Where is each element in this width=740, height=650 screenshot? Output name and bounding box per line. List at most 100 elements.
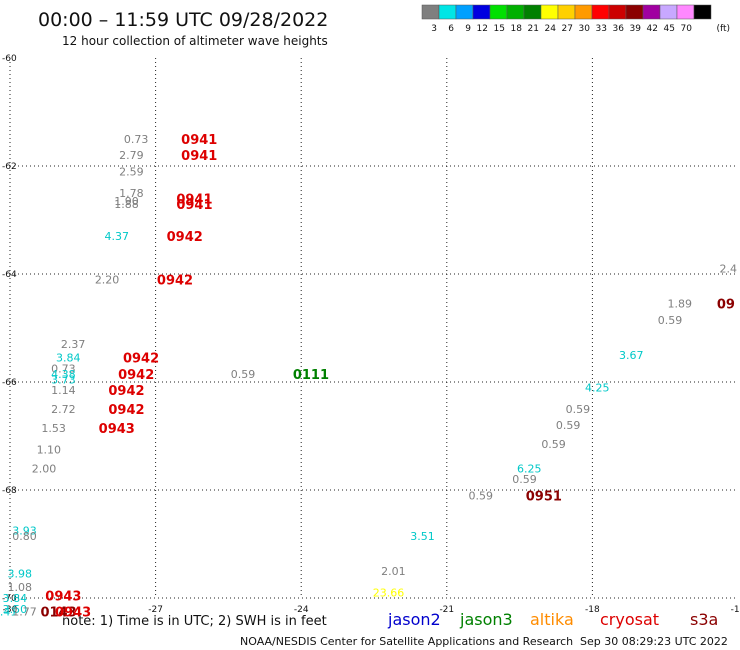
swh-value: 1.88 [114, 198, 139, 211]
legend-swatch [421, 4, 440, 20]
y-tick-label: -70 [2, 594, 17, 604]
legend-swatch [472, 4, 491, 20]
swh-value: 23.66 [373, 587, 405, 600]
chart-title: 00:00 – 11:59 UTC 09/28/2022 [38, 9, 328, 31]
legend-label: 9 [465, 24, 471, 34]
pass-time-label: 0143 [40, 606, 76, 621]
legend-swatch [523, 4, 542, 20]
swh-value: 3.51 [410, 530, 435, 543]
pass-time-label: 0943 [99, 422, 135, 437]
grid [9, 58, 738, 599]
legend-label: 3 [431, 24, 437, 34]
legend-label: 39 [630, 24, 642, 34]
legend-swatch [557, 4, 576, 20]
pass-time-label: 0942 [157, 273, 193, 288]
swh-value: 1.77 [12, 606, 37, 619]
swh-value: 4.37 [105, 230, 130, 243]
data-points: 0.732.792.591.781.901.884.372.202.373.84… [0, 133, 737, 621]
swh-value: 1.14 [51, 384, 76, 397]
pass-time-label: 0942 [167, 230, 203, 245]
swh-value: 4.25 [585, 381, 610, 394]
swh-value: 0.73 [124, 133, 149, 146]
swh-value: 1.08 [7, 581, 32, 594]
swh-value: 3.93 [12, 525, 37, 538]
legend-swatch [574, 4, 593, 20]
pass-time-label: 0942 [108, 384, 144, 399]
color-legend: 3 6 9 12 15 18 21 24 27 30 33 36 39 42 45 70 (ft) [421, 4, 730, 34]
legend-label: 6 [448, 24, 454, 34]
legend-label: 36 [613, 24, 625, 34]
swh-value: 3.98 [7, 568, 32, 581]
satellite-s3a: s3a [690, 610, 718, 629]
pass-time-label: 0941 [181, 149, 217, 164]
legend-label: 27 [562, 24, 573, 34]
swh-value: 0.59 [231, 368, 256, 381]
y-tick-label: -62 [2, 162, 17, 172]
legend-swatch [506, 4, 525, 20]
legend-swatch [659, 4, 678, 20]
x-tick-label: -30 [3, 605, 18, 615]
pass-time-label: 0111 [293, 368, 329, 383]
swh-value: 0.73 [51, 363, 76, 376]
swh-value: 0.59 [556, 419, 581, 432]
swh-value: 3.84 [56, 352, 81, 365]
y-tick-label: -60 [2, 54, 17, 64]
legend-swatch [693, 4, 712, 20]
legend-swatch [642, 4, 661, 20]
x-tick-label: -18 [585, 605, 600, 615]
legend-label: 45 [664, 24, 675, 34]
legend-label: 15 [494, 24, 505, 34]
swh-value: 3.50 [3, 603, 28, 616]
swh-value: 1.53 [41, 422, 66, 435]
satellite-jason2: jason2 [387, 610, 441, 629]
swh-value: 2.72 [51, 403, 76, 416]
legend-label: 30 [579, 24, 591, 34]
pass-time-label: 0942 [123, 352, 159, 367]
swh-value: 0.59 [658, 314, 683, 327]
pass-time-label: 0942 [118, 368, 154, 383]
legend-swatch [676, 4, 695, 20]
satellite-cryosat: cryosat [600, 610, 659, 629]
pass-time-label: 0943 [45, 589, 81, 604]
swh-value: 2.20 [95, 273, 120, 286]
legend-label: 12 [477, 24, 488, 34]
axis-ticks: -30 -27 -24 -21 -18 -15 -60 -62 -64 -66 -68 -70 [2, 54, 740, 615]
legend-label: 24 [545, 24, 557, 34]
x-tick-label: -21 [439, 605, 454, 615]
footer-timestamp: Sep 30 08:29:23 UTC 2022 [580, 635, 728, 648]
legend-swatch [608, 4, 627, 20]
x-tick-label: -15 [731, 605, 740, 615]
legend-swatch [540, 4, 559, 20]
pass-time-label: 0941 [176, 192, 212, 207]
legend-unit: (ft) [716, 24, 730, 34]
footer-credit: NOAA/NESDIS Center for Satellite Applica… [240, 635, 573, 648]
legend-swatch [438, 4, 457, 20]
swh-value: 3.84 [3, 592, 28, 605]
legend-label: 18 [511, 24, 523, 34]
swh-value: 1.10 [37, 444, 62, 457]
swh-value: 0.80 [12, 530, 37, 543]
swh-value: 2.79 [119, 149, 144, 162]
pass-time-label: 0943 [55, 606, 91, 621]
swh-value: 0.59 [469, 489, 494, 502]
pass-time-label: 09 [717, 298, 735, 313]
swh-value: 7.41 [0, 606, 17, 619]
swh-value: 4.38 [51, 368, 76, 381]
legend-label: 33 [596, 24, 607, 34]
swh-value: 2.59 [119, 165, 144, 178]
legend-swatch [489, 4, 508, 20]
legend-swatch [625, 4, 644, 20]
pass-time-label: 0942 [108, 403, 144, 418]
satellite-altika: altika [530, 610, 574, 629]
footer-note: note: 1) Time is in UTC; 2) SWH is in fe… [62, 614, 327, 629]
legend-label: 42 [647, 24, 658, 34]
satellite-legend: jason2 jason3 altika cryosat s3a [387, 610, 718, 629]
x-tick-label: -27 [148, 605, 163, 615]
y-tick-label: -64 [2, 270, 17, 280]
y-tick-label: -66 [2, 378, 17, 388]
swh-value: 3.73 [51, 373, 76, 386]
swh-value: 2.01 [381, 565, 406, 578]
swh-value: 2.37 [61, 338, 86, 351]
swh-value: 2.00 [32, 462, 57, 475]
